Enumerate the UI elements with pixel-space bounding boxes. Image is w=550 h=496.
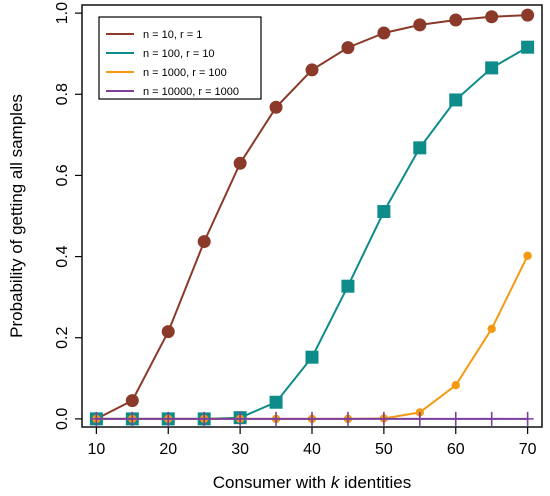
- data-point: [233, 156, 247, 170]
- x-axis-label-var: k: [331, 473, 341, 492]
- series-layer: [89, 8, 535, 426]
- y-tick-label: 0.6: [54, 164, 71, 186]
- data-point: [234, 411, 247, 426]
- legend-box: [98, 16, 262, 100]
- data-point: [377, 205, 391, 219]
- data-point: [523, 251, 532, 260]
- data-point: [377, 411, 390, 426]
- data-point: [485, 10, 499, 24]
- series-line: [96, 255, 529, 420]
- data-point: [162, 411, 175, 426]
- data-point: [270, 411, 283, 426]
- y-tick-label: 0.2: [54, 327, 71, 349]
- data-point: [449, 411, 462, 426]
- x-tick-label: 30: [231, 441, 249, 458]
- legend-label: n = 100, r = 10: [143, 48, 215, 60]
- y-tick-label: 0.8: [54, 83, 71, 105]
- data-point: [377, 26, 391, 40]
- data-point: [90, 411, 103, 426]
- data-point: [521, 40, 535, 54]
- x-tick-label: 60: [447, 441, 465, 458]
- data-point: [449, 93, 463, 107]
- legend-label: n = 10000, r = 1000: [143, 86, 239, 98]
- data-point: [125, 394, 139, 408]
- data-point: [341, 279, 355, 293]
- data-point: [449, 13, 463, 27]
- data-point: [487, 324, 496, 334]
- legend-label: n = 10, r = 1: [143, 29, 202, 41]
- x-tick-label: 20: [159, 441, 177, 458]
- x-tick-label: 50: [375, 441, 393, 458]
- data-point: [306, 411, 318, 426]
- data-point: [305, 63, 319, 77]
- x-axis-label: Consumer with k identities: [213, 473, 411, 492]
- data-point: [485, 411, 498, 426]
- series-1: [89, 8, 535, 426]
- x-tick-label: 40: [303, 441, 321, 458]
- data-point: [269, 100, 283, 114]
- series-4: [90, 411, 534, 426]
- data-point: [413, 18, 427, 32]
- data-point: [341, 411, 354, 426]
- x-tick-label: 10: [87, 441, 105, 458]
- y-tick-label: 0.0: [54, 408, 71, 430]
- data-point: [413, 141, 427, 155]
- y-tick-label: 0.4: [54, 245, 71, 267]
- legend: n = 10, r = 1 n = 100, r = 10 n = 1000, r …: [98, 16, 262, 100]
- data-point: [197, 235, 211, 249]
- data-point: [269, 395, 283, 409]
- data-point: [521, 8, 535, 22]
- data-point: [161, 325, 175, 339]
- data-point: [485, 61, 499, 75]
- series-3: [92, 251, 532, 424]
- data-point: [521, 411, 534, 426]
- data-point: [341, 41, 355, 55]
- data-point: [126, 411, 139, 426]
- legend-label: n = 1000, r = 100: [143, 67, 227, 79]
- data-point: [451, 381, 460, 390]
- y-tick-label: 1.0: [54, 2, 71, 24]
- data-point: [413, 411, 426, 426]
- y-axis-label: Probability of getting all samples: [7, 94, 26, 338]
- data-point: [198, 411, 211, 426]
- data-point: [305, 350, 319, 364]
- x-tick-label: 70: [519, 441, 537, 458]
